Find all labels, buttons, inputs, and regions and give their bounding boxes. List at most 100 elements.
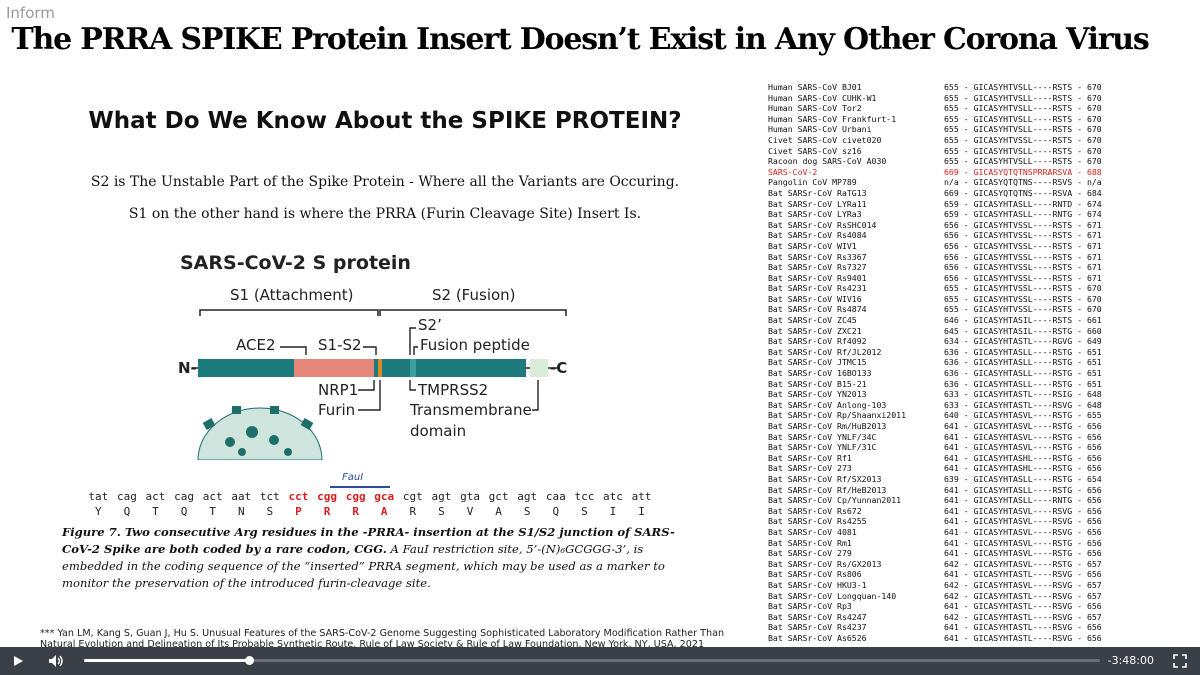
spike-protein-diagram: SARS-CoV-2 S protein [170, 250, 600, 460]
fullscreen-icon [1173, 654, 1187, 668]
seq-token: R [409, 505, 417, 518]
alignment-species: Bat SARSr-CoV HKU3-1 [768, 579, 867, 590]
progress-track[interactable] [84, 656, 1100, 665]
alignment-species: Bat SARSr-CoV ZXC21 [768, 325, 862, 336]
alignment-species: Bat SARSr-CoV Rf1 [768, 452, 852, 463]
alignment-sequence: 655 - GICASYHTVSLL----RSTS - 670 [944, 156, 1102, 167]
domain-s1-end [374, 359, 378, 377]
seq-token: tat [88, 490, 109, 503]
seq-token: S [266, 505, 274, 518]
progress-fill [84, 659, 249, 662]
alignment-species: Bat SARSr-CoV Rp/Shaanxi2011 [768, 410, 907, 421]
seq-token: Q [123, 505, 131, 518]
seq-token: agt [517, 490, 538, 503]
domain-s2-start [382, 359, 410, 377]
alignment-row: Bat SARSr-CoV Rf4092 634 - GICASYHTASTL--… [768, 336, 1168, 347]
seq-token: R [352, 505, 359, 518]
sequence-alignment-table: Human SARS-CoV BJ01 655 - GICASYHTVSLL---… [768, 82, 1168, 648]
alignment-sequence: 641 - GICASYHTASVL----RSTG - 656 [944, 442, 1102, 453]
play-button[interactable] [6, 647, 30, 675]
alignment-species: Bat SARSr-CoV Rs4237 [768, 622, 867, 633]
alignment-row: Bat SARSr-CoV YNLF/34C 641 - GICASYHTASVL… [768, 432, 1168, 443]
alignment-species: Bat SARSr-CoV RaTG13 [768, 187, 867, 198]
seq-token: Q [180, 505, 188, 518]
alignment-species: Bat SARSr-CoV B15-21 [768, 378, 867, 389]
volume-button[interactable] [44, 647, 68, 675]
tmprss2-label: TMPRSS2 [418, 381, 489, 399]
alignment-sequence: 642 - GICASYHTASTL----RSVG - 657 [944, 611, 1102, 622]
alignment-species: Bat SARSr-CoV Rf/HeB2013 [768, 484, 887, 495]
alignment-species: Bat SARSr-CoV JTMC15 [768, 357, 867, 368]
alignment-sequence: 641 - GICASYHTASVL----RSTG - 656 [944, 431, 1102, 442]
alignment-sequence: 655 - GICASYHTVSSL----RSTS - 670 [944, 134, 1102, 145]
alignment-row: Bat SARSr-CoV YNLF/31C 641 - GICASYHTASVL… [768, 442, 1168, 453]
alignment-species: Bat SARSr-CoV LYRa3 [768, 209, 862, 220]
alignment-sequence: 655 - GICASYHTVSLL----RSTS - 670 [944, 103, 1102, 114]
alignment-sequence: 655 - GICASYHTVSLL----RSTS - 670 [944, 124, 1102, 135]
alignment-sequence: 636 - GICASYHTASLL----RSTG - 651 [944, 346, 1102, 357]
alignment-species: Bat SARSr-CoV Rf/JL2012 [768, 346, 882, 357]
alignment-row: Bat SARSr-CoV Rf1 641 - GICASYHTASHL----R… [768, 453, 1168, 464]
alignment-sequence: 641 - GICASYHTASVL----RSVG - 656 [944, 526, 1102, 537]
fullscreen-button[interactable] [1168, 647, 1192, 675]
seq-token: T [152, 505, 159, 518]
alignment-row: Bat SARSr-CoV Rs4247 642 - GICASYHTASTL--… [768, 612, 1168, 623]
nrp1-label: NRP1 [318, 381, 359, 399]
alignment-row: Bat SARSr-CoV Rs4874 655 - GICASYHTVSSL--… [768, 304, 1168, 315]
seq-token: cgg [317, 490, 337, 503]
alignment-sequence: 646 - GICASYHTASIL----RSTS - 661 [944, 315, 1102, 326]
alignment-row: Bat SARSr-CoV 4081 641 - GICASYHTASVL----… [768, 527, 1168, 538]
seq-token: act [145, 490, 166, 503]
alignment-sequence: 655 - GICASYHTVSSL----RSTS - 670 [944, 283, 1102, 294]
alignment-species: Bat SARSr-CoV Rs4231 [768, 283, 867, 294]
alignment-sequence: 655 - GICASYHTVSLL----RSTS - 670 [944, 145, 1102, 156]
alignment-sequence: 656 - GICASYHTVSSL----RSTS - 671 [944, 251, 1102, 262]
n-terminus-label: N- [178, 359, 197, 377]
seq-token: A [495, 505, 502, 518]
seq-token: S [523, 505, 531, 518]
faul-label: FauI [342, 472, 364, 483]
alignment-sequence: 655 - GICASYHTVSLL----RSTS - 670 [944, 82, 1102, 92]
alignment-sequence: 656 - GICASYHTVSSL----RSTS - 671 [944, 262, 1102, 273]
alignment-row: SARS-CoV-2 669 - GICASYQTQTNSPRRARSVA - 6… [768, 167, 1168, 178]
seq-token: Y [94, 505, 102, 518]
domain-rbd [294, 359, 374, 377]
alignment-row: Bat SARSr-CoV Rm1 641 - GICASYHTASVL----R… [768, 538, 1168, 549]
alignment-sequence: 639 - GICASYHTASLL----RSTG - 654 [944, 473, 1102, 484]
alignment-row: Bat SARSr-CoV YN2013 633 - GICASYHTASTL--… [768, 389, 1168, 400]
alignment-row: Bat SARSr-CoV Rs4237 641 - GICASYHTASTL--… [768, 622, 1168, 633]
alignment-sequence: 642 - GICASYHTASTL----RSVG - 657 [944, 590, 1102, 601]
alignment-row: Bat SARSr-CoV Rs/GX2013 642 - GICASYHTASV… [768, 559, 1168, 570]
alignment-species: Bat SARSr-CoV Rs4247 [768, 611, 867, 622]
caption-rest: A FauI restriction site, 5’-(N)₆GCGGG-3’… [62, 542, 665, 590]
alignment-species: Bat SARSr-CoV Rs672 [768, 505, 862, 516]
alignment-species: Bat SARSr-CoV Rs4255 [768, 516, 867, 527]
alignment-sequence: 641 - GICASYHTASVL----RSVG - 656 [944, 516, 1102, 527]
alignment-species: Bat SARSr-CoV Rs4874 [768, 304, 867, 315]
alignment-row: Bat SARSr-CoV 279 641 - GICASYHTASVL----R… [768, 548, 1168, 559]
alignment-row: Bat SARSr-CoV Rf/HeB2013 641 - GICASYHTAS… [768, 485, 1168, 496]
alignment-row: Human SARS-CoV CUHK-W1 655 - GICASYHTVSLL… [768, 93, 1168, 104]
alignment-species: Bat SARSr-CoV ZC45 [768, 315, 857, 326]
progress-thumb[interactable] [244, 656, 254, 665]
video-controls: -3:48:00 [0, 647, 1200, 675]
alignment-species: SARS-CoV-2 [768, 166, 818, 177]
alignment-sequence: 655 - GICASYHTVSSL----RSTS - 670 [944, 304, 1102, 315]
seq-token: act [202, 490, 223, 503]
faul-underline [330, 486, 390, 488]
slide-heading: What Do We Know About the SPIKE PROTEIN? [88, 108, 682, 134]
seq-token: A [380, 505, 388, 518]
alignment-species: Bat SARSr-CoV YN2013 [768, 389, 867, 400]
seq-token: gca [374, 490, 395, 503]
alignment-row: Bat SARSr-CoV WIV16 655 - GICASYHTVSSL---… [768, 294, 1168, 305]
figure-caption: Figure 7. Two consecutive Arg residues i… [62, 524, 682, 592]
virus-icon [197, 406, 323, 460]
seq-token: cag [174, 490, 195, 503]
alignment-row: Bat SARSr-CoV Rm/HuB2013 641 - GICASYHTAS… [768, 421, 1168, 432]
domain-transmembrane [530, 359, 548, 377]
diagram-graphics [192, 309, 567, 460]
alignment-sequence: 656 - GICASYHTVSSL----RSTS - 671 [944, 272, 1102, 283]
alignment-row: Bat SARSr-CoV RaTG13 669 - GICASYQTQTNS--… [768, 188, 1168, 199]
seq-token: cag [116, 490, 137, 503]
